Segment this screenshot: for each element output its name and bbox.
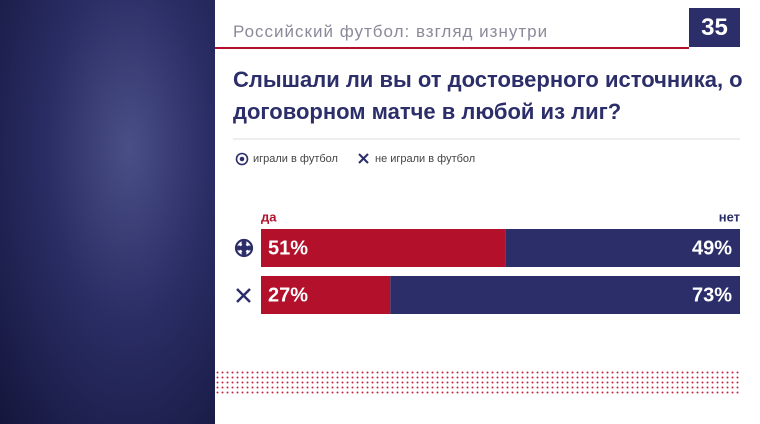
value-label: 51%: [268, 237, 308, 259]
ball-icon: [234, 238, 254, 258]
dot-pattern: [215, 370, 740, 396]
header: Российский футбол: взгляд изнутри: [233, 22, 549, 41]
page-number: 35: [689, 8, 740, 47]
cross-icon: [358, 153, 369, 164]
value-label: 49%: [692, 237, 732, 259]
legend-label: играли в футбол: [253, 153, 338, 165]
bar-segment: [261, 276, 391, 314]
photo-panel: [0, 0, 215, 424]
series-label: да: [261, 209, 277, 224]
bar-segment: [390, 276, 740, 314]
bar-segment: [505, 229, 740, 267]
chart-title: Слышали ли вы от достоверного источника,…: [233, 67, 743, 124]
cross-icon: [236, 288, 251, 303]
value-label: 27%: [268, 284, 308, 306]
series-label: нет: [719, 209, 740, 224]
bar-segment: [261, 229, 506, 267]
legend-label: не играли в футбол: [375, 153, 475, 165]
ball-icon: [235, 152, 249, 166]
value-label: 73%: [692, 284, 732, 306]
